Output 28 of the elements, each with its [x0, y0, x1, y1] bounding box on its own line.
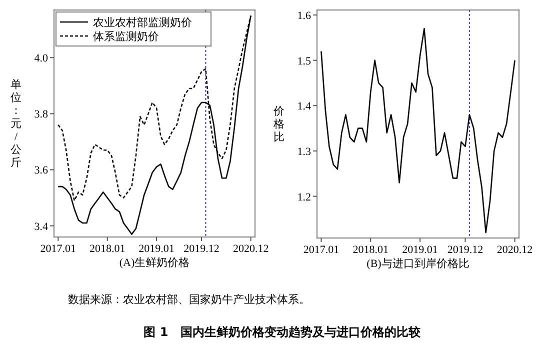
x-axis-title: (A)生鲜奶价格 — [119, 256, 190, 269]
y-tick-label: 1.4 — [297, 100, 312, 113]
source-note: 数据来源：农业农村部、国家奶牛产业技术体系。 — [68, 293, 310, 306]
y-tick-label: 4.0 — [34, 52, 48, 65]
y-tick-label: 1.2 — [297, 191, 311, 204]
y-tick-label: 3.4 — [34, 220, 48, 233]
x-tick-label: 2019.12 — [184, 243, 220, 255]
y-tick-label: 1.6 — [297, 10, 312, 22]
legend-label: 体系监测奶价 — [93, 30, 159, 43]
legend-label: 农业农村部监测奶价 — [93, 16, 192, 29]
y-tick-label: 3.8 — [34, 108, 48, 121]
line-series — [320, 28, 516, 234]
x-tick-label: 2020.12 — [496, 244, 533, 256]
x-tick-label: 2018.01 — [352, 244, 388, 256]
x-axis-title: (B)与进口到岸价格比 — [366, 257, 470, 270]
x-tick-label: 2017.01 — [303, 244, 340, 256]
y-tick-label: 1.5 — [297, 55, 312, 68]
y-axis-title: 价格比 — [272, 106, 284, 144]
y-tick-label: 3.6 — [34, 164, 48, 177]
text: 图 1 国内生鲜奶价格变动趋势及与进口价格的比较 — [144, 325, 422, 339]
x-tick-label: 2017.01 — [40, 243, 76, 255]
x-tick-label: 2019.01 — [402, 244, 438, 256]
x-tick-label: 2020.12 — [232, 243, 269, 255]
x-tick-label: 2019.01 — [138, 243, 174, 255]
y-tick-label: 1.3 — [297, 146, 312, 158]
y-axis-title: 单位：元/公斤 — [10, 78, 22, 169]
x-tick-label: 2018.01 — [89, 243, 126, 255]
x-tick-label: 2019.12 — [447, 244, 484, 256]
